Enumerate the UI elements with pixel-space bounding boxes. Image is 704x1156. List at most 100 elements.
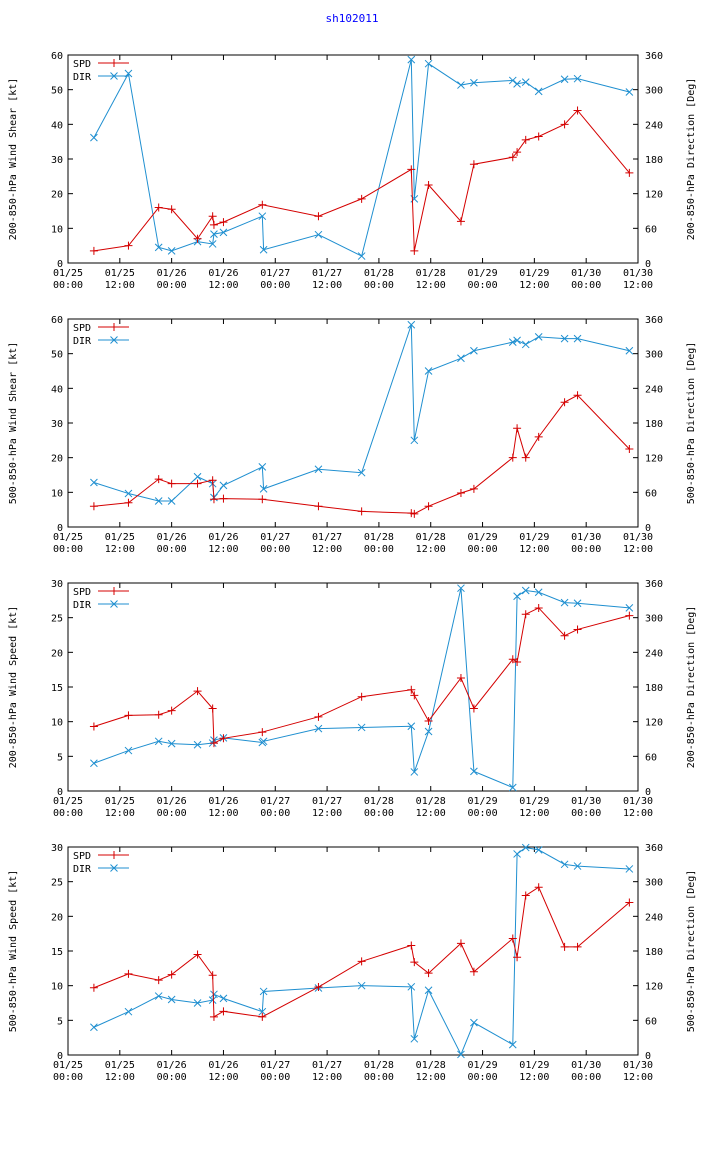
dir-point [407,722,416,731]
dir-point [625,88,634,96]
y-tick-label: 15 [51,683,63,694]
dir-point [407,320,416,329]
y2-tick-label: 240 [645,912,663,923]
dir-point [357,468,366,477]
legend-dir-label: DIR [73,600,92,611]
spd-point [209,495,218,504]
y2-tick-label: 0 [645,787,651,798]
dir-point [457,354,465,363]
dir-point [314,465,323,474]
x-tick-label-time: 12:00 [416,280,446,291]
dir-point [167,247,176,255]
chart-panel-1: 01/2500:0001/2512:0001/2600:0001/2612:00… [8,51,697,291]
spd-point [573,625,582,634]
dir-point [357,723,366,732]
x-tick-label-time: 12:00 [519,808,549,819]
y2-tick-label: 300 [645,614,663,625]
dir-point [573,74,582,83]
dir-point [457,81,465,89]
spd-point [573,942,582,951]
x-tick-label-date: 01/30 [571,268,601,279]
y2-tick-label: 0 [645,259,651,270]
x-tick-label-time: 00:00 [260,544,290,555]
x-tick-label-date: 01/26 [157,268,187,279]
x-tick-label-time: 00:00 [157,808,187,819]
dir-point [410,1034,419,1043]
dir-point [259,245,268,254]
spd-point [534,132,543,141]
dir-point [534,333,543,341]
dir-series-line [93,588,630,789]
y2-axis-label: 500-850-hPa Direction [Deg] [686,342,697,505]
x-tick-label-time: 00:00 [260,808,290,819]
spd-point [209,220,218,229]
dir-point [410,768,419,776]
x-tick-label-time: 12:00 [623,1072,653,1083]
spd-point [89,983,98,992]
dir-point [625,603,634,612]
x-tick-label-time: 12:00 [416,808,446,819]
x-tick-label-date: 01/27 [260,796,290,807]
x-tick-label-date: 01/28 [416,1060,446,1071]
y-tick-label: 10 [51,982,63,993]
dir-point [508,338,517,346]
dir-point [407,982,416,991]
dir-point [208,996,217,1004]
y-axis-label: 500-850-hPa Wind Shear [kt] [8,342,19,505]
y-tick-label: 30 [51,579,63,590]
x-tick-label-date: 01/26 [157,532,187,543]
x-tick-label-date: 01/29 [519,268,549,279]
y2-tick-label: 120 [645,454,663,465]
spd-point [625,445,634,453]
y2-tick-label: 60 [645,1016,657,1027]
dir-point [154,243,163,252]
y2-tick-label: 360 [645,579,663,590]
x-tick-label-time: 00:00 [364,1072,394,1083]
spd-point [424,969,433,978]
x-tick-label-date: 01/26 [208,796,238,807]
y2-tick-label: 0 [645,1051,651,1062]
x-tick-label-time: 00:00 [364,808,394,819]
x-tick-label-date: 01/30 [623,1060,653,1071]
y-tick-label: 50 [51,86,63,97]
spd-point [258,1012,267,1021]
spd-point [208,212,217,221]
y2-tick-label: 120 [645,718,663,729]
dir-point [90,133,98,142]
dir-point [470,1018,478,1027]
dir-point [357,981,366,990]
y2-tick-label: 60 [645,224,657,235]
spd-point [560,398,569,407]
y-tick-label: 0 [57,259,63,270]
spd-point [209,739,218,748]
x-tick-label-date: 01/28 [416,796,446,807]
spd-point [410,246,419,255]
x-tick-label-date: 01/25 [105,1060,135,1071]
dir-point [208,240,217,248]
dir-point [167,739,176,748]
x-tick-label-date: 01/27 [312,796,342,807]
x-tick-label-date: 01/30 [571,796,601,807]
x-tick-label-time: 00:00 [53,808,83,819]
dir-point [219,481,228,490]
x-tick-label-time: 12:00 [519,280,549,291]
spd-point [407,165,416,174]
x-tick-label-time: 00:00 [467,280,497,291]
dir-series-line [93,59,630,257]
dir-point [124,1007,133,1016]
spd-point [513,148,522,157]
legend-spd-label: SPD [73,323,91,334]
y2-tick-label: 120 [645,982,663,993]
y2-tick-label: 180 [645,419,663,430]
x-tick-label-date: 01/25 [105,532,135,543]
spd-point [314,983,323,992]
spd-point [193,950,202,959]
y-tick-label: 10 [51,718,63,729]
x-tick-label-date: 01/25 [53,796,83,807]
x-tick-label-date: 01/28 [364,1060,394,1071]
dir-point [424,727,433,736]
y-tick-label: 0 [57,787,63,798]
dir-point [521,340,530,349]
x-tick-label-time: 00:00 [571,808,601,819]
y2-tick-label: 300 [645,86,663,97]
